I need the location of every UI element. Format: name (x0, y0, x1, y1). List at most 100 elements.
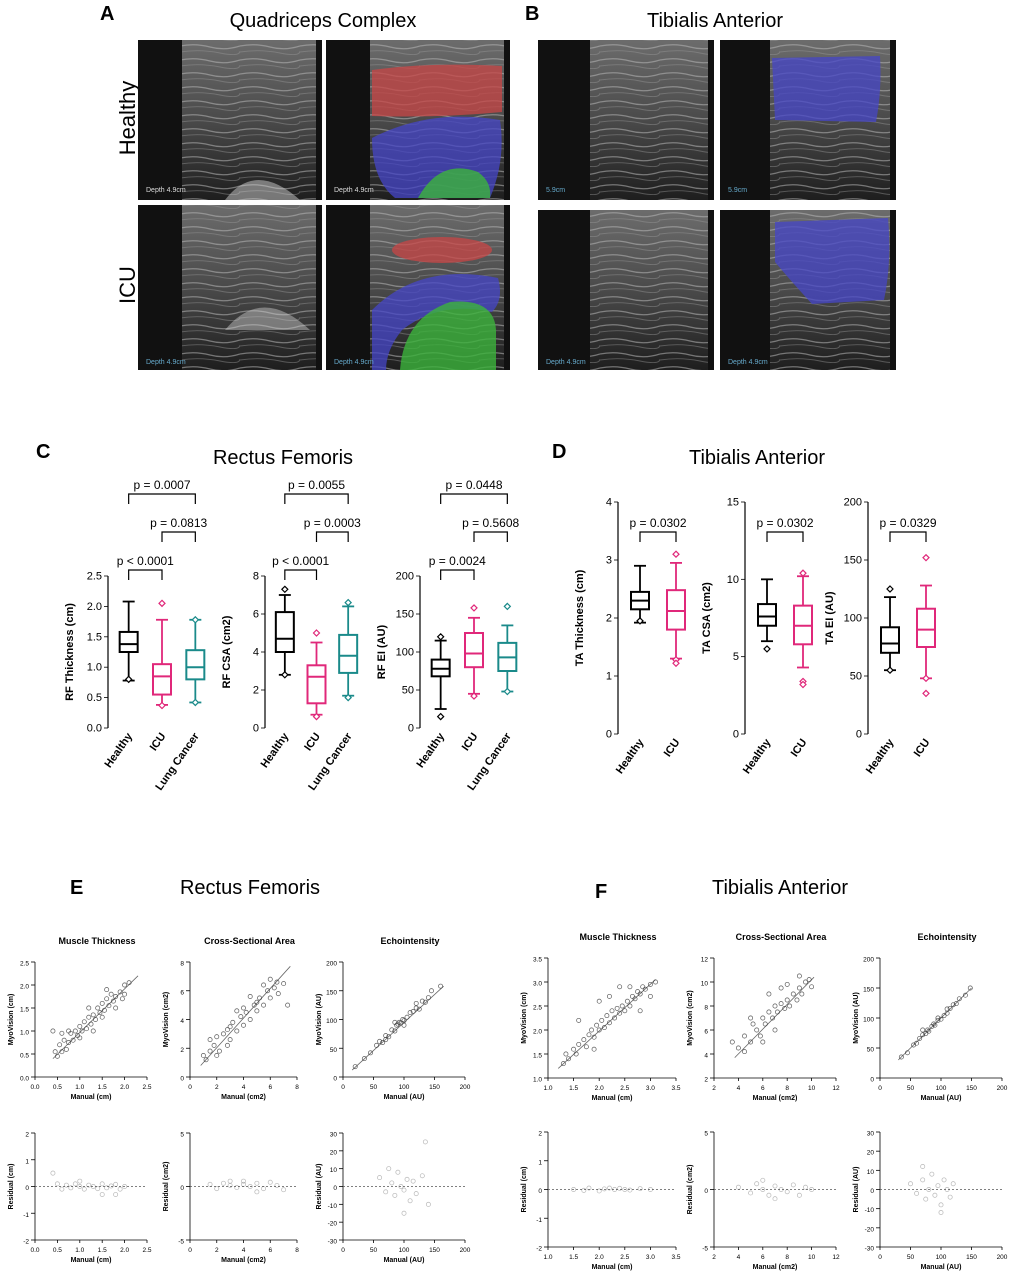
x-tick-label: 8 (295, 1247, 299, 1254)
bracket-line (639, 531, 677, 542)
scatter-point (104, 987, 110, 993)
y-tick-label: -5 (702, 1246, 708, 1253)
y-tick-label: 2 (25, 1132, 29, 1139)
scatter-point (606, 1020, 612, 1026)
depth-label: Depth 4.9cm (546, 359, 586, 366)
x-tick-label: 10 (808, 1085, 816, 1092)
scatter-point (947, 1194, 953, 1200)
subplot-title: Muscle Thickness (58, 936, 135, 946)
box-lung-cancer (185, 615, 206, 707)
scatter-point (63, 1046, 69, 1052)
box-icu (306, 629, 327, 721)
scatter-point (809, 1187, 815, 1192)
ultrasound-b-healthy-raw: 5.9cm (538, 40, 714, 200)
scatter-point (214, 1186, 220, 1192)
x-tick-label: 6 (761, 1085, 765, 1092)
boxplot-C1: 0.0 0.5 1.0 1.5 2.0 2.5 RF Thickness (cm) Healt… (64, 478, 208, 793)
scatter-point (207, 1048, 213, 1054)
y-tick-label: 0 (704, 1188, 708, 1195)
x-tick-label: 0 (341, 1247, 345, 1254)
scatter-point (254, 1180, 260, 1186)
scatter-point (640, 984, 646, 990)
subplot-title: Echointensity (380, 936, 439, 946)
y-tick-label: 4 (704, 1053, 708, 1060)
y-tick-label: 150 (396, 609, 414, 621)
ultrasound-a-icu-seg: Depth 4.9cm (326, 205, 510, 370)
outlier-point (503, 602, 512, 611)
box-iqr (916, 607, 936, 648)
scatter-point (200, 1052, 206, 1058)
scatter-point (54, 1053, 60, 1059)
ultrasound-b-icu-raw: Depth 4.9cm (538, 210, 714, 370)
depth-label: Depth 4.9cm (146, 187, 186, 194)
scatter-point (627, 984, 633, 990)
x-tick-label: 150 (429, 1247, 440, 1254)
y-tick-label: 50 (850, 671, 862, 683)
x-axis-label: Manual (AU) (921, 1264, 962, 1271)
scatter-point (113, 1005, 119, 1011)
scatter-point (920, 1177, 926, 1183)
x-tick-label: 50 (370, 1084, 378, 1091)
box-iqr (152, 663, 172, 696)
scatter-point (923, 1196, 929, 1202)
subplot-title: Echointensity (917, 932, 976, 942)
scatter-point (617, 1010, 623, 1016)
scatter-point (425, 995, 431, 1001)
box-iqr (757, 603, 777, 627)
panel-e-letter: E (70, 877, 83, 899)
scatter-point (234, 1028, 240, 1034)
box-iqr (880, 626, 900, 654)
scatter-point (596, 1027, 602, 1033)
scatter-point (947, 1005, 953, 1011)
x-tick-label: 4 (737, 1085, 741, 1092)
depth-label: Depth 4.9cm (334, 187, 374, 194)
significance-bracket: p = 0.0302 (629, 516, 687, 542)
scatter-point (361, 1056, 367, 1062)
scatter-point (407, 1198, 413, 1204)
p-value-label: p = 0.0003 (304, 516, 361, 530)
scatter-point (647, 981, 653, 987)
x-tick-label: 50 (907, 1254, 915, 1261)
scatter-F2: 2 4 6 8 10 12 MyoVision (cm2) 2 4 6 8 10 12 Manual (c… (687, 932, 840, 1102)
x-tick-label: 200 (460, 1247, 471, 1254)
scatter-point (104, 996, 110, 1002)
y-tick-label: 50 (867, 1047, 875, 1054)
scatter-point (750, 1021, 756, 1027)
scatter-point (95, 1186, 101, 1192)
scatter-point (637, 1008, 643, 1014)
panel-a-letter: A (100, 3, 114, 25)
x-tick-label: 2 (712, 1254, 716, 1261)
p-value-label: p = 0.5608 (462, 516, 519, 530)
tibialis-anterior-mask-blue (775, 218, 890, 304)
scatter-point (77, 1184, 83, 1189)
bracket-line (284, 493, 349, 504)
x-tick-label: 1.0 (75, 1084, 84, 1091)
scatter-point (261, 1186, 267, 1192)
scatter-point (790, 1182, 796, 1188)
scatter-point (941, 1177, 947, 1183)
y-tick-label: -10 (328, 1203, 338, 1210)
scatter-point (622, 1008, 628, 1014)
scatter-point (216, 1048, 222, 1054)
scatter-point (935, 1017, 941, 1023)
scatter-point (99, 1014, 105, 1020)
p-value-label: p = 0.0329 (879, 516, 936, 530)
x-tick-label: 2 (215, 1084, 219, 1091)
outlier-point (470, 692, 478, 700)
outlier-point (280, 585, 289, 594)
scatter-point (787, 1003, 793, 1009)
y-tick-label: 2.5 (20, 961, 29, 968)
y-tick-label: 2 (704, 1077, 708, 1084)
outlier-point (191, 698, 200, 707)
y-axis-label: TA CSA (cm2) (701, 582, 713, 654)
bracket-line (161, 531, 196, 542)
scatter-point (52, 1049, 58, 1055)
scatter-E1: 0.0 0.5 1.0 1.5 2.0 2.5 MyoVision (cm) 0.0 0.5 1.… (8, 936, 152, 1101)
scatter-point (573, 1051, 579, 1057)
y-tick-label: 1 (538, 1159, 542, 1166)
scatter-point (267, 976, 273, 982)
scatter-point (72, 1028, 78, 1034)
x-category-label: Healthy (864, 736, 897, 776)
y-tick-label: 8 (180, 961, 184, 968)
